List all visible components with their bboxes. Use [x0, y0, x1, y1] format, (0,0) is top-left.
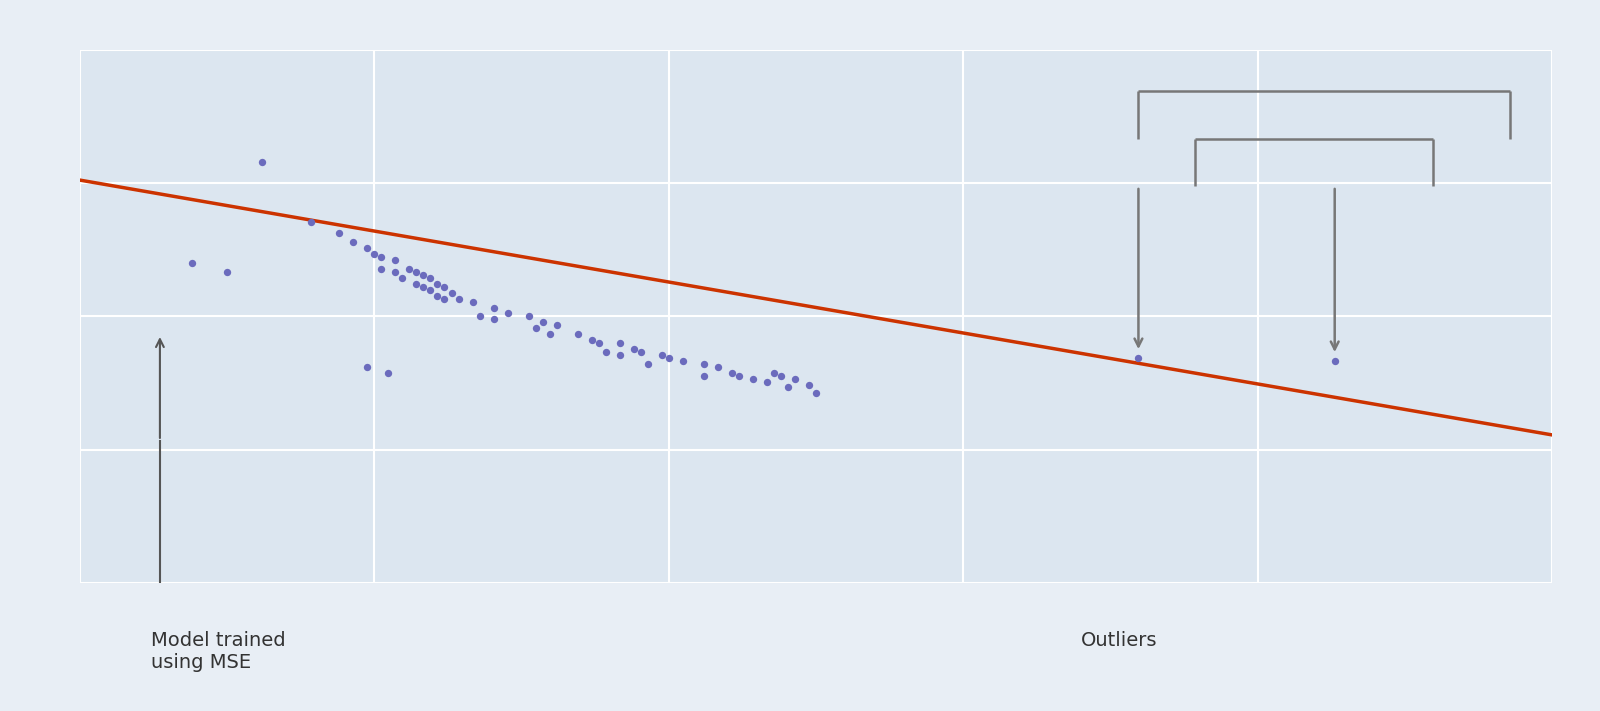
Point — [418, 272, 443, 284]
Point — [494, 308, 520, 319]
Point — [586, 337, 611, 348]
Point — [803, 387, 829, 399]
Point — [1126, 352, 1152, 363]
Point — [382, 266, 408, 277]
Point — [446, 293, 472, 304]
Point — [544, 319, 570, 331]
Point — [179, 257, 205, 269]
Point — [691, 358, 717, 370]
Text: Model trained
using MSE: Model trained using MSE — [150, 631, 285, 672]
Point — [782, 373, 808, 384]
Point — [691, 370, 717, 381]
Point — [741, 373, 766, 384]
Point — [355, 242, 381, 254]
Point — [523, 323, 549, 334]
Text: Outliers: Outliers — [1082, 631, 1157, 650]
Point — [418, 284, 443, 296]
Point — [376, 367, 402, 378]
Point — [635, 358, 661, 370]
Point — [774, 382, 800, 393]
Point — [656, 352, 682, 363]
Point — [606, 349, 632, 360]
Point — [390, 272, 416, 284]
Point — [355, 361, 381, 373]
Point — [606, 337, 632, 348]
Point — [432, 293, 458, 304]
Point — [368, 263, 394, 274]
Point — [326, 228, 352, 239]
Point — [768, 370, 794, 381]
Point — [530, 316, 555, 328]
Point — [538, 328, 563, 340]
Point — [480, 314, 506, 325]
Point — [1322, 355, 1347, 367]
Point — [627, 346, 653, 358]
Point — [754, 376, 779, 387]
Point — [579, 334, 605, 346]
Point — [368, 252, 394, 263]
Point — [438, 287, 464, 299]
Point — [726, 370, 752, 381]
Point — [411, 269, 437, 281]
Point — [411, 281, 437, 292]
Point — [594, 346, 619, 358]
Point — [214, 266, 240, 277]
Point — [341, 237, 366, 248]
Point — [299, 216, 325, 228]
Point — [706, 361, 731, 373]
Point — [565, 328, 590, 340]
Point — [424, 290, 450, 301]
Point — [403, 266, 429, 277]
Point — [459, 296, 485, 307]
Point — [670, 355, 696, 367]
Point — [424, 278, 450, 289]
Point — [650, 349, 675, 360]
Point — [250, 156, 275, 168]
Point — [762, 367, 787, 378]
Point — [797, 379, 822, 390]
Point — [362, 249, 387, 260]
Point — [480, 301, 506, 313]
Point — [403, 278, 429, 289]
Point — [621, 343, 646, 355]
Point — [467, 311, 493, 322]
Point — [515, 311, 541, 322]
Point — [718, 367, 744, 378]
Point — [397, 263, 422, 274]
Point — [382, 255, 408, 266]
Point — [432, 281, 458, 292]
